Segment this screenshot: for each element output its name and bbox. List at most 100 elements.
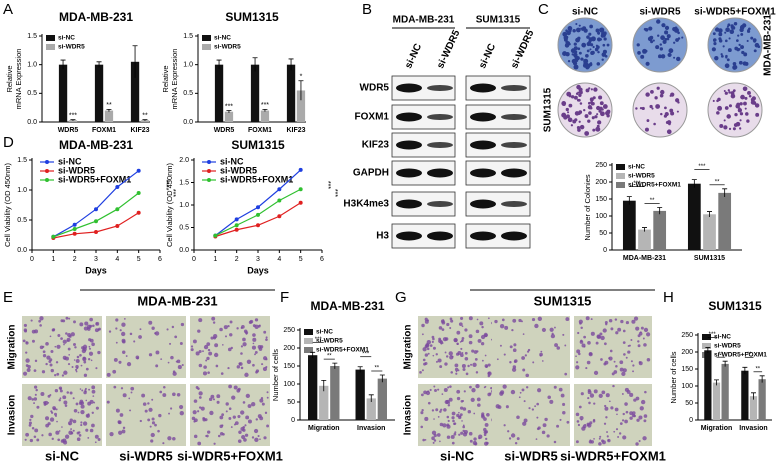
error-bar xyxy=(714,379,719,386)
colony xyxy=(593,87,598,92)
y-tick-label: 150 xyxy=(283,363,295,370)
cell xyxy=(176,393,181,397)
cell xyxy=(121,331,126,337)
cell xyxy=(510,389,516,395)
lane-label: si-NC xyxy=(477,42,498,70)
cell xyxy=(78,434,82,437)
cell xyxy=(579,322,582,325)
marker xyxy=(94,207,98,212)
cell xyxy=(202,350,204,353)
blot-band xyxy=(427,85,453,91)
colony xyxy=(734,112,738,117)
cell xyxy=(234,421,239,426)
cell xyxy=(606,431,608,434)
cell xyxy=(242,342,247,347)
colony xyxy=(598,95,603,100)
error-bar xyxy=(96,61,102,68)
chart-title: SUM1315 xyxy=(231,138,285,152)
cell xyxy=(566,420,570,424)
colony xyxy=(657,34,660,37)
cell xyxy=(632,370,634,373)
cell xyxy=(638,440,641,443)
colony xyxy=(645,61,650,66)
marker xyxy=(277,198,282,203)
cell xyxy=(450,319,454,323)
colony xyxy=(595,28,600,33)
cell xyxy=(85,428,89,432)
colony xyxy=(723,119,726,122)
colony xyxy=(727,48,732,53)
cell xyxy=(206,342,211,346)
legend-swatch xyxy=(616,173,625,179)
colony xyxy=(656,86,660,90)
colony xyxy=(571,53,574,56)
cell xyxy=(458,322,463,327)
cell xyxy=(564,372,568,376)
bar xyxy=(366,398,376,420)
colony xyxy=(731,25,736,30)
legend-label: si-WDR5+FOXM1 xyxy=(714,352,767,359)
cell xyxy=(429,388,432,392)
cell xyxy=(52,328,56,331)
cell xyxy=(426,319,430,322)
cell xyxy=(69,391,73,395)
cell xyxy=(73,409,78,413)
colony xyxy=(649,35,654,40)
bar xyxy=(622,200,636,250)
cell xyxy=(445,355,449,358)
cell xyxy=(106,372,111,377)
cell xyxy=(253,428,259,434)
cell xyxy=(200,406,205,411)
cell xyxy=(36,438,40,442)
cell xyxy=(34,359,38,363)
cell xyxy=(207,348,211,352)
cell xyxy=(422,347,427,352)
cell xyxy=(477,403,481,407)
legend-swatch xyxy=(46,44,55,50)
colony xyxy=(591,116,595,120)
cell xyxy=(604,320,608,324)
colony xyxy=(568,94,572,98)
y-axis-label: Cell Viability (OD 450nm) xyxy=(165,162,174,247)
cell xyxy=(89,338,94,343)
bar xyxy=(58,64,68,122)
bar xyxy=(687,183,701,250)
cell xyxy=(50,410,53,413)
cell xyxy=(604,404,607,408)
colony xyxy=(577,91,580,94)
colony xyxy=(666,34,671,39)
cell xyxy=(25,432,29,437)
colony xyxy=(740,32,744,36)
colony xyxy=(575,27,581,33)
cell xyxy=(154,332,157,335)
cell xyxy=(588,401,591,405)
significance: * xyxy=(300,74,303,81)
colony xyxy=(592,45,595,49)
cell xyxy=(632,411,636,415)
colony xyxy=(732,127,736,131)
colony xyxy=(712,32,716,36)
cell xyxy=(439,340,444,344)
y-axis-label: Cell Viability (OD 450nm) xyxy=(3,162,12,247)
blot-band xyxy=(501,231,527,241)
colony xyxy=(561,101,567,106)
cell xyxy=(80,364,83,367)
cell xyxy=(49,394,52,396)
cell xyxy=(461,420,463,422)
cell xyxy=(475,329,480,334)
cell xyxy=(68,423,71,426)
cell xyxy=(237,387,241,391)
cell xyxy=(544,417,548,422)
cell xyxy=(609,349,613,353)
cell xyxy=(608,356,613,361)
cell xyxy=(630,360,633,363)
cell xyxy=(42,353,47,358)
legend-label: si-WDR5+FOXM1 xyxy=(628,182,681,189)
cell xyxy=(215,364,219,368)
y-tick-label: 0.5 xyxy=(183,90,193,97)
cell xyxy=(633,316,639,321)
cell xyxy=(197,441,202,446)
column-label: si-WDR5 xyxy=(504,448,557,463)
blot-band xyxy=(396,231,422,241)
colony xyxy=(577,128,581,132)
